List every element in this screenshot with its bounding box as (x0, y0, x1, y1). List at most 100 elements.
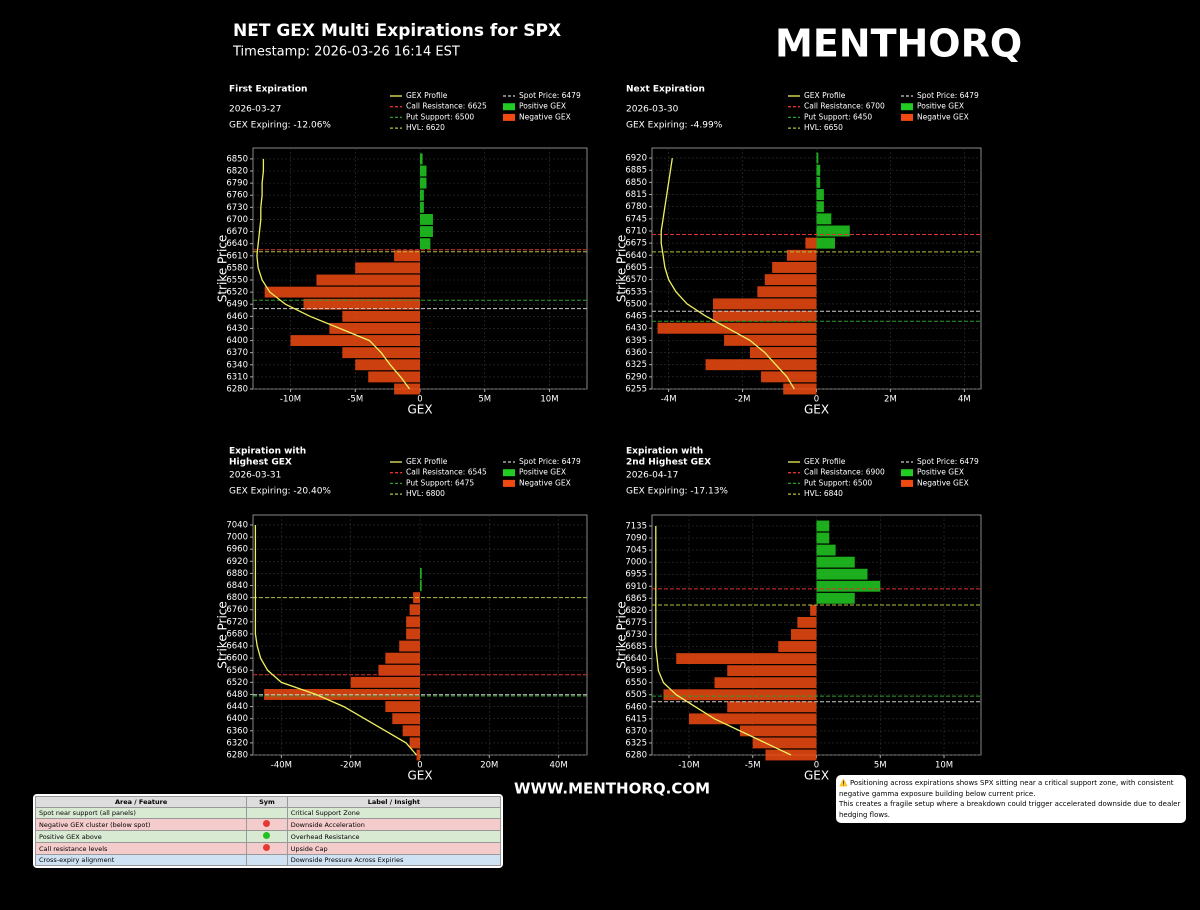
y-tick-label: 6395 (625, 336, 647, 346)
y-tick-label: 6325 (625, 738, 647, 748)
x-tick-label: 10M (935, 761, 953, 771)
note-text: This creates a fragile setup where a bre… (839, 800, 1181, 819)
bar (409, 604, 420, 616)
y-tick-label: 6505 (625, 690, 647, 700)
bar (420, 201, 424, 213)
y-tick-label: 6480 (226, 690, 248, 700)
y-tick-label: 6760 (226, 191, 248, 201)
legend-swatch (901, 103, 913, 111)
table-cell: Cross-expiry alignment (34, 854, 248, 866)
timestamp: Timestamp: 2026-03-26 16:14 EST (232, 45, 460, 60)
legend-label: Put Support: 6450 (804, 112, 872, 121)
bar (816, 592, 855, 604)
x-tick-label: 20M (480, 761, 498, 771)
y-tick-label: 6775 (625, 618, 647, 628)
panel-title: Next Expiration (626, 85, 705, 95)
gex-profile (660, 158, 795, 390)
panel-date: 2026-03-31 (229, 471, 281, 481)
table-sym (246, 818, 288, 831)
gex-profile (655, 526, 792, 756)
bar (778, 641, 817, 652)
bar (420, 177, 427, 189)
gex-expiring: GEX Expiring: -20.40% (229, 487, 331, 497)
y-tick-label: 6910 (625, 582, 647, 592)
y-tick-label: 6360 (625, 348, 647, 358)
legend-swatch (901, 469, 913, 477)
table-header-cell: Sym (246, 796, 288, 808)
table-cell: Overhead Resistance (286, 830, 502, 843)
table-cell: Upside Cap (286, 842, 502, 855)
bar (727, 701, 817, 713)
legend-label: Positive GEX (519, 102, 566, 111)
legend-label: GEX Profile (406, 457, 448, 466)
bar (406, 616, 420, 628)
x-axis-label: GEX (804, 769, 829, 783)
note: ⚠️ Positioning across expirations shows … (836, 775, 1186, 823)
y-tick-label: 6400 (226, 336, 248, 346)
bar (714, 677, 817, 689)
table-cell: Positive GEX above (34, 830, 248, 843)
bar (739, 725, 817, 737)
bar (394, 383, 420, 395)
y-tick-label: 6840 (226, 581, 248, 591)
bar (350, 676, 420, 688)
y-tick-label: 6520 (226, 288, 248, 298)
y-tick-label: 6850 (625, 178, 647, 188)
legend-swatch (503, 113, 515, 121)
x-tick-label: -40M (271, 761, 292, 771)
table-header: Area / Feature Sym Label / Insight (34, 796, 502, 808)
table-cell: Downside Acceleration (286, 818, 502, 831)
y-tick-label: 6670 (226, 227, 248, 237)
y-tick-label: 6865 (625, 594, 647, 604)
bar (420, 165, 427, 177)
bar (757, 286, 817, 298)
x-tick-label: 0 (814, 761, 819, 771)
y-tick-label: 6595 (625, 666, 647, 676)
x-tick-label: -2M (735, 395, 751, 405)
y-tick-label: 6500 (625, 299, 647, 309)
bar (663, 689, 817, 701)
x-tick-label: -10M (280, 395, 301, 405)
y-axis-label: Strike Price (216, 235, 230, 303)
table-row: Cross-expiry alignment Downside Pressure … (34, 854, 502, 866)
legend-label: HVL: 6650 (804, 123, 843, 132)
y-tick-label: 6610 (226, 251, 248, 261)
legend-label: GEX Profile (804, 91, 846, 100)
legend-swatch (503, 479, 515, 487)
legend-label: Positive GEX (917, 468, 964, 477)
y-tick-label: 6760 (226, 605, 248, 615)
x-tick-label: 40M (550, 761, 568, 771)
bar (355, 262, 420, 274)
bar (303, 298, 420, 310)
x-tick-label: 4M (958, 395, 971, 405)
bar (712, 298, 817, 310)
y-tick-label: 6580 (226, 263, 248, 273)
bar (816, 201, 824, 213)
bar (342, 310, 420, 322)
y-axis-label: Strike Price (615, 235, 629, 303)
legend-label: Call Resistance: 6545 (406, 468, 487, 477)
x-tick-label: 10M (540, 395, 558, 405)
y-tick-label: 6745 (625, 214, 647, 224)
note-text: ⚠️ Positioning across expirations shows … (839, 779, 1174, 798)
y-tick-label: 6460 (625, 702, 647, 712)
bar (724, 334, 817, 346)
bar (816, 176, 821, 188)
legend-swatch (901, 479, 913, 487)
y-axis-label: Strike Price (216, 601, 230, 669)
bar (264, 689, 420, 700)
bar (392, 713, 420, 725)
bar (816, 152, 819, 164)
y-tick-label: 6465 (625, 312, 647, 322)
bar (816, 189, 824, 201)
bar (764, 274, 817, 286)
y-tick-label: 7045 (625, 546, 647, 556)
y-axis-label: Strike Price (615, 601, 629, 669)
bar (816, 225, 850, 237)
y-tick-label: 6570 (625, 275, 647, 285)
legend-label: Put Support: 6475 (406, 478, 474, 487)
y-tick-label: 6560 (226, 666, 248, 676)
table-row: Positive GEX above Overhead Resistance (34, 830, 502, 843)
bar (420, 580, 422, 591)
legend-label: Positive GEX (917, 102, 964, 111)
